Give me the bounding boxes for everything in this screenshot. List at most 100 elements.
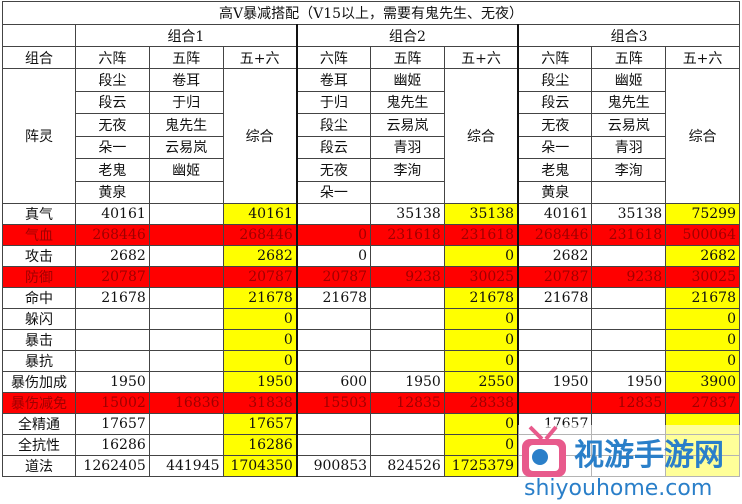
arena-six-cell: 段尘 <box>295 113 372 137</box>
stat-name: 暴击 <box>2 329 76 351</box>
stat-value: 0 <box>443 413 519 435</box>
stat-value <box>148 245 224 267</box>
arena-six-cell: 段尘 <box>75 68 150 92</box>
stat-row: 暴抗 0 0 0 <box>2 350 740 372</box>
stat-value: 15002 <box>75 392 150 414</box>
column-header: 六阵 <box>75 46 150 69</box>
stat-name: 暴伤减免 <box>2 392 76 414</box>
stat-value: 12835 <box>370 392 445 414</box>
stat-value: 40161 <box>517 203 593 225</box>
stat-value: 21678 <box>75 287 150 309</box>
arena-row: 阵灵 段尘 卷耳 综合 卷耳 幽姬 综合 段尘 幽姬 综合 <box>2 68 740 204</box>
stat-value: 16286 <box>222 434 298 456</box>
column-header: 五+六 <box>443 46 519 69</box>
stat-value: 1950 <box>370 371 445 393</box>
stat-value: 0 <box>443 245 519 267</box>
stat-value <box>148 287 224 309</box>
stat-value: 2682 <box>665 245 740 267</box>
arena-six-cell: 黄泉 <box>75 180 150 204</box>
stat-value: 0 <box>443 350 519 372</box>
stat-name: 暴伤加成 <box>2 371 76 393</box>
stats-table: 高V暴减搭配（V15以上，需要有鬼先生、无夜） 组合1 组合2 组合3 组合 六阵 五阵 五+… <box>2 1 741 477</box>
stat-value: 21678 <box>222 287 298 309</box>
stat-value: 268446 <box>222 224 298 246</box>
arena-five-cell <box>370 180 445 204</box>
stat-value: 16836 <box>148 392 224 414</box>
watermark-name: 视游手游网 <box>574 438 724 473</box>
stat-value <box>148 350 224 372</box>
stat-name: 命中 <box>2 287 76 309</box>
arena-six-cell: 段云 <box>517 90 593 114</box>
stat-value: 17657 <box>222 413 298 435</box>
stat-value: 0 <box>295 245 372 267</box>
stat-value: 441945 <box>148 455 224 477</box>
stat-value: 21678 <box>517 287 593 309</box>
stat-row: 暴伤减免 15002 16836 31838 15503 12835 28338 12835 2… <box>2 392 740 414</box>
stat-name: 躲闪 <box>2 308 76 330</box>
stat-name: 气血 <box>2 224 76 246</box>
arena-five-cell: 李洵 <box>591 158 667 182</box>
column-header: 五+六 <box>665 46 740 69</box>
stat-row: 暴伤加成 1950 1950 600 1950 2550 1950 1950 3900 <box>2 371 740 393</box>
stat-row: 攻击 2682 2682 0 0 2682 2682 <box>2 245 740 267</box>
stat-value <box>148 224 224 246</box>
stat-value <box>370 329 445 351</box>
stat-value <box>295 308 372 330</box>
arena-five-cell: 云易岚 <box>591 113 667 137</box>
stat-value <box>148 203 224 225</box>
stat-value: 0 <box>665 329 740 351</box>
stat-value: 268446 <box>75 224 150 246</box>
stat-value: 21678 <box>665 287 740 309</box>
arena-six-cell: 段尘 <box>517 68 593 92</box>
group-header-row: 组合1 组合2 组合3 <box>2 24 741 47</box>
stat-value: 268446 <box>517 224 593 246</box>
combined-cell: 综合 <box>665 68 740 204</box>
stat-value: 21678 <box>295 287 372 309</box>
stat-value: 9238 <box>370 266 445 288</box>
column-header: 五+六 <box>222 46 298 69</box>
stat-value: 0 <box>443 308 519 330</box>
stat-value <box>75 329 150 351</box>
arena-six-cell: 老鬼 <box>517 158 593 182</box>
stat-value <box>148 329 224 351</box>
stat-value: 21678 <box>443 287 519 309</box>
arena-row: 老鬼 幽姬 无夜 李洵 老鬼 李洵 <box>3 158 740 182</box>
stat-value: 0 <box>222 350 298 372</box>
stat-value: 20787 <box>222 266 298 288</box>
group-header: 组合1 <box>74 24 298 47</box>
stat-value <box>517 308 593 330</box>
combined-cell: 综合 <box>222 68 298 204</box>
title-row: 高V暴减搭配（V15以上，需要有鬼先生、无夜） <box>2 1 740 25</box>
column-header: 五阵 <box>370 46 445 69</box>
stat-value: 2550 <box>443 371 519 393</box>
stat-value: 0 <box>222 308 298 330</box>
group-header: 组合2 <box>295 24 519 47</box>
stat-value <box>295 329 372 351</box>
arena-five-cell: 云易岚 <box>148 135 224 159</box>
stat-value <box>295 413 372 435</box>
stat-name: 道法 <box>2 455 76 477</box>
stat-value: 20787 <box>517 266 593 288</box>
arena-five-cell: 鬼先生 <box>591 90 667 114</box>
stat-value: 40161 <box>222 203 298 225</box>
column-header: 五阵 <box>148 46 224 69</box>
arena-row: 朵一 云易岚 段云 青羽 朵一 青羽 <box>3 135 740 159</box>
stat-value: 1950 <box>75 371 150 393</box>
stat-value: 0 <box>222 329 298 351</box>
stat-value <box>148 413 224 435</box>
arena-row: 无夜 鬼先生 段尘 云易岚 无夜 云易岚 <box>3 113 740 137</box>
stat-value: 0 <box>665 308 740 330</box>
arena-five-cell: 鬼先生 <box>148 113 224 137</box>
stat-value: 28338 <box>443 392 519 414</box>
stat-value: 0 <box>443 434 519 456</box>
stat-value: 231618 <box>591 224 667 246</box>
arena-five-cell: 幽姬 <box>148 158 224 182</box>
stat-row: 气血 268446 268446 0 231618 231618 268446 231618 5… <box>2 224 740 246</box>
stat-value: 75299 <box>665 203 740 225</box>
stat-row: 暴击 0 0 0 <box>2 329 740 351</box>
stat-value: 1950 <box>222 371 298 393</box>
stat-value <box>295 203 372 225</box>
stat-value: 1262405 <box>75 455 150 477</box>
stat-name: 全抗性 <box>2 434 76 456</box>
stat-value <box>370 308 445 330</box>
